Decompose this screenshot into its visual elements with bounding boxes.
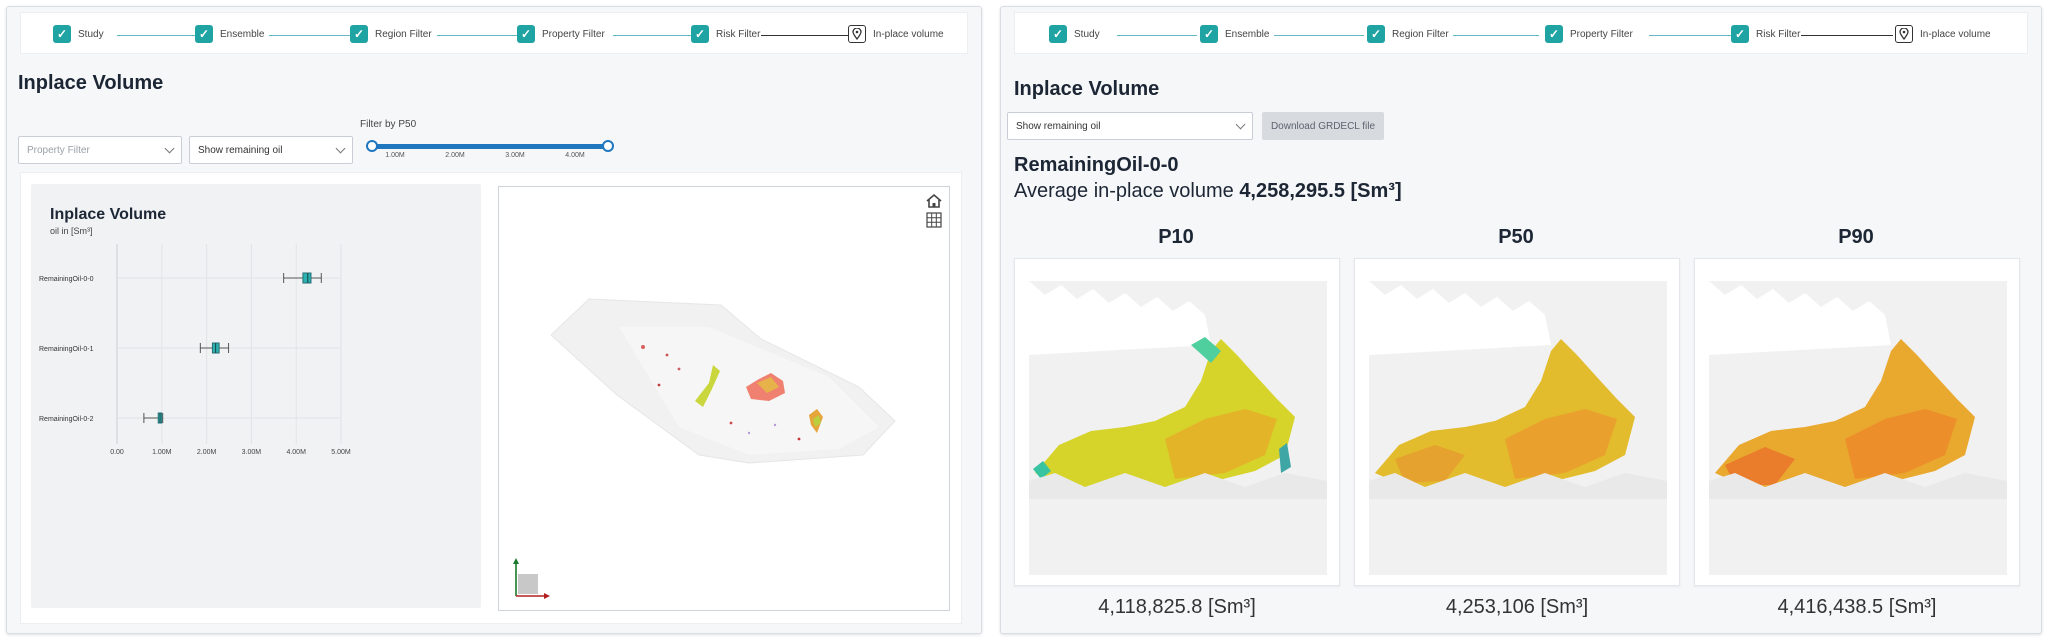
axes-orientation-icon xyxy=(513,558,550,599)
step-connector xyxy=(1453,35,1539,36)
p50-map-image xyxy=(1369,281,1667,575)
p50-slider-track[interactable] xyxy=(372,144,608,149)
step-region-filter[interactable]: ✓ Region Filter xyxy=(1367,25,1449,43)
check-icon: ✓ xyxy=(350,25,368,43)
boxplot-card xyxy=(31,184,481,608)
y-category-label: RemainingOil-0-1 xyxy=(39,346,94,353)
p50-value: 4,253,106 [Sm³] xyxy=(1445,596,1589,618)
p50-map-card xyxy=(1354,258,1680,586)
slider-tick: 2.00M xyxy=(445,152,465,159)
y-category-label: RemainingOil-0-2 xyxy=(39,416,94,423)
check-icon: ✓ xyxy=(195,25,213,43)
p50-title: P50 xyxy=(1498,226,1534,248)
x-tick-label: 4.00M xyxy=(286,449,306,456)
step-region-filter[interactable]: ✓ Region Filter xyxy=(350,25,432,43)
step-connector xyxy=(117,35,197,36)
x-tick-label: 0.00 xyxy=(110,449,124,456)
p90-map-card xyxy=(1694,258,2020,586)
step-study[interactable]: ✓ Study xyxy=(1049,25,1100,43)
x-tick-label: 2.00M xyxy=(197,449,217,456)
x-tick-label: 5.00M xyxy=(331,449,351,456)
stepper: ✓ Study ✓ Ensemble ✓ Region Filter ✓ Propert… xyxy=(1014,12,2028,54)
step-study[interactable]: ✓ Study xyxy=(53,25,104,43)
step-connector xyxy=(1801,35,1893,36)
average-volume-value: 4,258,295.5 [Sm³] xyxy=(1239,180,1402,202)
page-title: Inplace Volume xyxy=(18,72,164,94)
step-connector xyxy=(437,35,529,36)
page-title: Inplace Volume xyxy=(1014,78,1160,100)
step-connector xyxy=(1274,35,1364,36)
result-name: RemainingOil-0-0 xyxy=(1014,154,1179,176)
chevron-down-icon xyxy=(164,143,175,153)
p10-title: P10 xyxy=(1158,226,1194,248)
box-iqr xyxy=(302,272,312,284)
display-mode-select[interactable]: Show remaining oil xyxy=(189,136,353,164)
step-connector xyxy=(761,35,851,36)
step-connector xyxy=(269,35,351,36)
step-connector xyxy=(1117,35,1197,36)
chart-title: Inplace Volume xyxy=(50,206,167,223)
p50-slider-max-handle[interactable] xyxy=(602,140,614,152)
check-icon: ✓ xyxy=(1200,25,1218,43)
check-icon: ✓ xyxy=(691,25,709,43)
display-mode-select[interactable]: Show remaining oil xyxy=(1007,112,1253,140)
download-grdecl-button[interactable]: Download GRDECL file xyxy=(1262,112,1384,140)
check-icon: ✓ xyxy=(1367,25,1385,43)
chart-subtitle: oil in [Sm³] xyxy=(50,226,93,236)
step-property-filter[interactable]: ✓ Property Filter xyxy=(517,25,605,43)
chevron-down-icon xyxy=(335,143,346,153)
boxplot-chart: 0.00 1.00M 2.00M 3.00M 4.00M 5.00M RemainingOi… xyxy=(39,244,351,456)
p90-map-image xyxy=(1709,281,2007,575)
3d-map-viewer[interactable] xyxy=(498,186,950,611)
x-tick-label: 3.00M xyxy=(242,449,262,456)
step-inplace-volume[interactable]: In-place volume xyxy=(1895,25,1991,43)
check-icon: ✓ xyxy=(517,25,535,43)
check-icon: ✓ xyxy=(1049,25,1067,43)
p90-title: P90 xyxy=(1838,226,1874,248)
p10-value: 4,118,825.8 [Sm³] xyxy=(1098,596,1256,618)
check-icon: ✓ xyxy=(53,25,71,43)
slider-tick: 4.00M xyxy=(565,152,585,159)
grid-toggle-icon[interactable] xyxy=(926,212,942,228)
slider-label: Filter by P50 xyxy=(360,119,417,130)
step-inplace-volume[interactable]: In-place volume xyxy=(848,25,944,43)
step-risk-filter[interactable]: ✓ Risk Filter xyxy=(691,25,760,43)
check-icon: ✓ xyxy=(1545,25,1563,43)
slider-tick: 1.00M xyxy=(385,152,405,159)
step-ensemble[interactable]: ✓ Ensemble xyxy=(1200,25,1269,43)
y-category-label: RemainingOil-0-0 xyxy=(39,276,94,283)
slider-tick: 3.00M xyxy=(505,152,525,159)
chevron-down-icon xyxy=(1235,119,1246,129)
home-icon[interactable] xyxy=(925,193,943,209)
p90-value: 4,416,438.5 [Sm³] xyxy=(1777,596,1937,618)
p10-map-image xyxy=(1029,281,1327,575)
step-connector xyxy=(613,35,703,36)
step-property-filter[interactable]: ✓ Property Filter xyxy=(1545,25,1633,43)
property-filter-select[interactable]: Property Filter xyxy=(18,136,182,164)
p10-map-card xyxy=(1014,258,1340,586)
p50-slider-min-handle[interactable] xyxy=(366,140,378,152)
check-icon: ✓ xyxy=(1731,25,1749,43)
step-ensemble[interactable]: ✓ Ensemble xyxy=(195,25,264,43)
average-volume: Average in-place volume 4,258,295.5 [Sm³… xyxy=(1014,180,1402,202)
map-pin-icon xyxy=(1895,25,1913,43)
step-risk-filter[interactable]: ✓ Risk Filter xyxy=(1731,25,1800,43)
x-tick-label: 1.00M xyxy=(152,449,172,456)
step-connector xyxy=(1649,35,1731,36)
map-pin-icon xyxy=(848,25,866,43)
reservoir-3d-view xyxy=(550,298,896,464)
stepper: ✓ Study ✓ Ensemble ✓ Region Filter ✓ Propert… xyxy=(20,12,968,54)
